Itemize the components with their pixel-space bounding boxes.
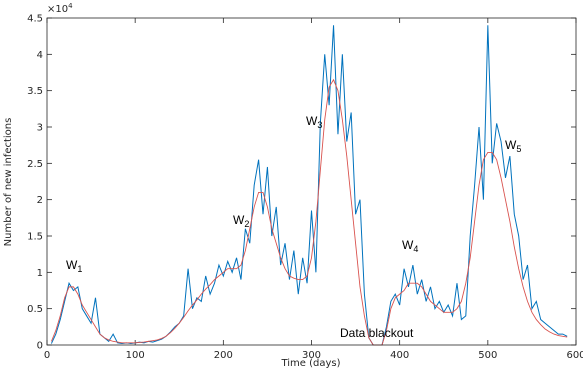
annotation-text: W <box>306 114 318 128</box>
series-line <box>50 78 568 346</box>
x-tick-label: 300 <box>302 350 321 361</box>
annotation: W5 <box>505 138 521 154</box>
y-tick-label: 0.5 <box>27 304 43 315</box>
plot-area <box>47 18 576 345</box>
annotation-text: Data blackout <box>340 326 414 340</box>
y-tick-label: 3 <box>37 123 43 134</box>
y-tick-label: 1 <box>37 268 43 279</box>
annotation-text: W <box>233 213 245 227</box>
annotation: W4 <box>402 238 418 254</box>
exponent-power: 4 <box>68 2 73 10</box>
annotation-subscript: 1 <box>77 264 82 274</box>
x-tick-label: 400 <box>390 350 409 361</box>
y-tick-label: 2 <box>37 195 43 206</box>
y-tick-label: 0 <box>37 341 43 352</box>
y-tick-label: 3.5 <box>27 86 43 97</box>
y-tick-label: 1.5 <box>27 232 43 243</box>
annotation-text: W <box>66 258 78 272</box>
annotation-subscript: 4 <box>413 244 418 254</box>
x-tick-label: 200 <box>214 350 233 361</box>
annotation-subscript: 5 <box>516 144 521 154</box>
x-tick-label: 500 <box>478 350 497 361</box>
y-exponent: ×104 <box>47 2 73 15</box>
x-tick-label: 100 <box>126 350 145 361</box>
x-axis-label: Time (days) <box>280 358 340 369</box>
y-tick-label: 2.5 <box>27 159 43 170</box>
x-tick-label: 0 <box>44 350 50 361</box>
annotation: Data blackout <box>340 326 414 340</box>
y-tick-label: 4 <box>37 50 43 61</box>
annotation-text: W <box>402 238 414 252</box>
annotation: W3 <box>306 114 322 130</box>
axes-box <box>46 17 577 346</box>
annotation: W2 <box>233 213 249 229</box>
x-tick-label: 600 <box>566 350 583 361</box>
annotation-text: W <box>505 138 517 152</box>
annotation-subscript: 2 <box>244 219 249 229</box>
y-axis-label: Number of new infections <box>3 118 14 247</box>
y-tick-label: 4.5 <box>27 14 43 25</box>
annotation-subscript: 3 <box>317 120 322 130</box>
exponent-base: ×10 <box>47 4 68 15</box>
annotation: W1 <box>66 258 82 274</box>
